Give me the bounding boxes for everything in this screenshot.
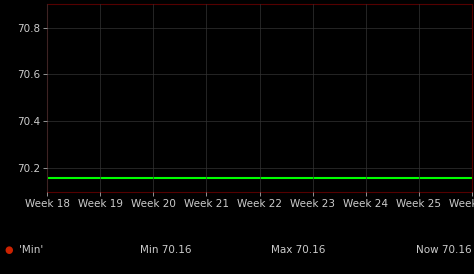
Text: Min 70.16: Min 70.16	[140, 245, 191, 255]
Text: Max 70.16: Max 70.16	[272, 245, 326, 255]
Text: 'Min': 'Min'	[19, 245, 43, 255]
Text: ●: ●	[5, 245, 13, 255]
Text: Now 70.16: Now 70.16	[416, 245, 472, 255]
